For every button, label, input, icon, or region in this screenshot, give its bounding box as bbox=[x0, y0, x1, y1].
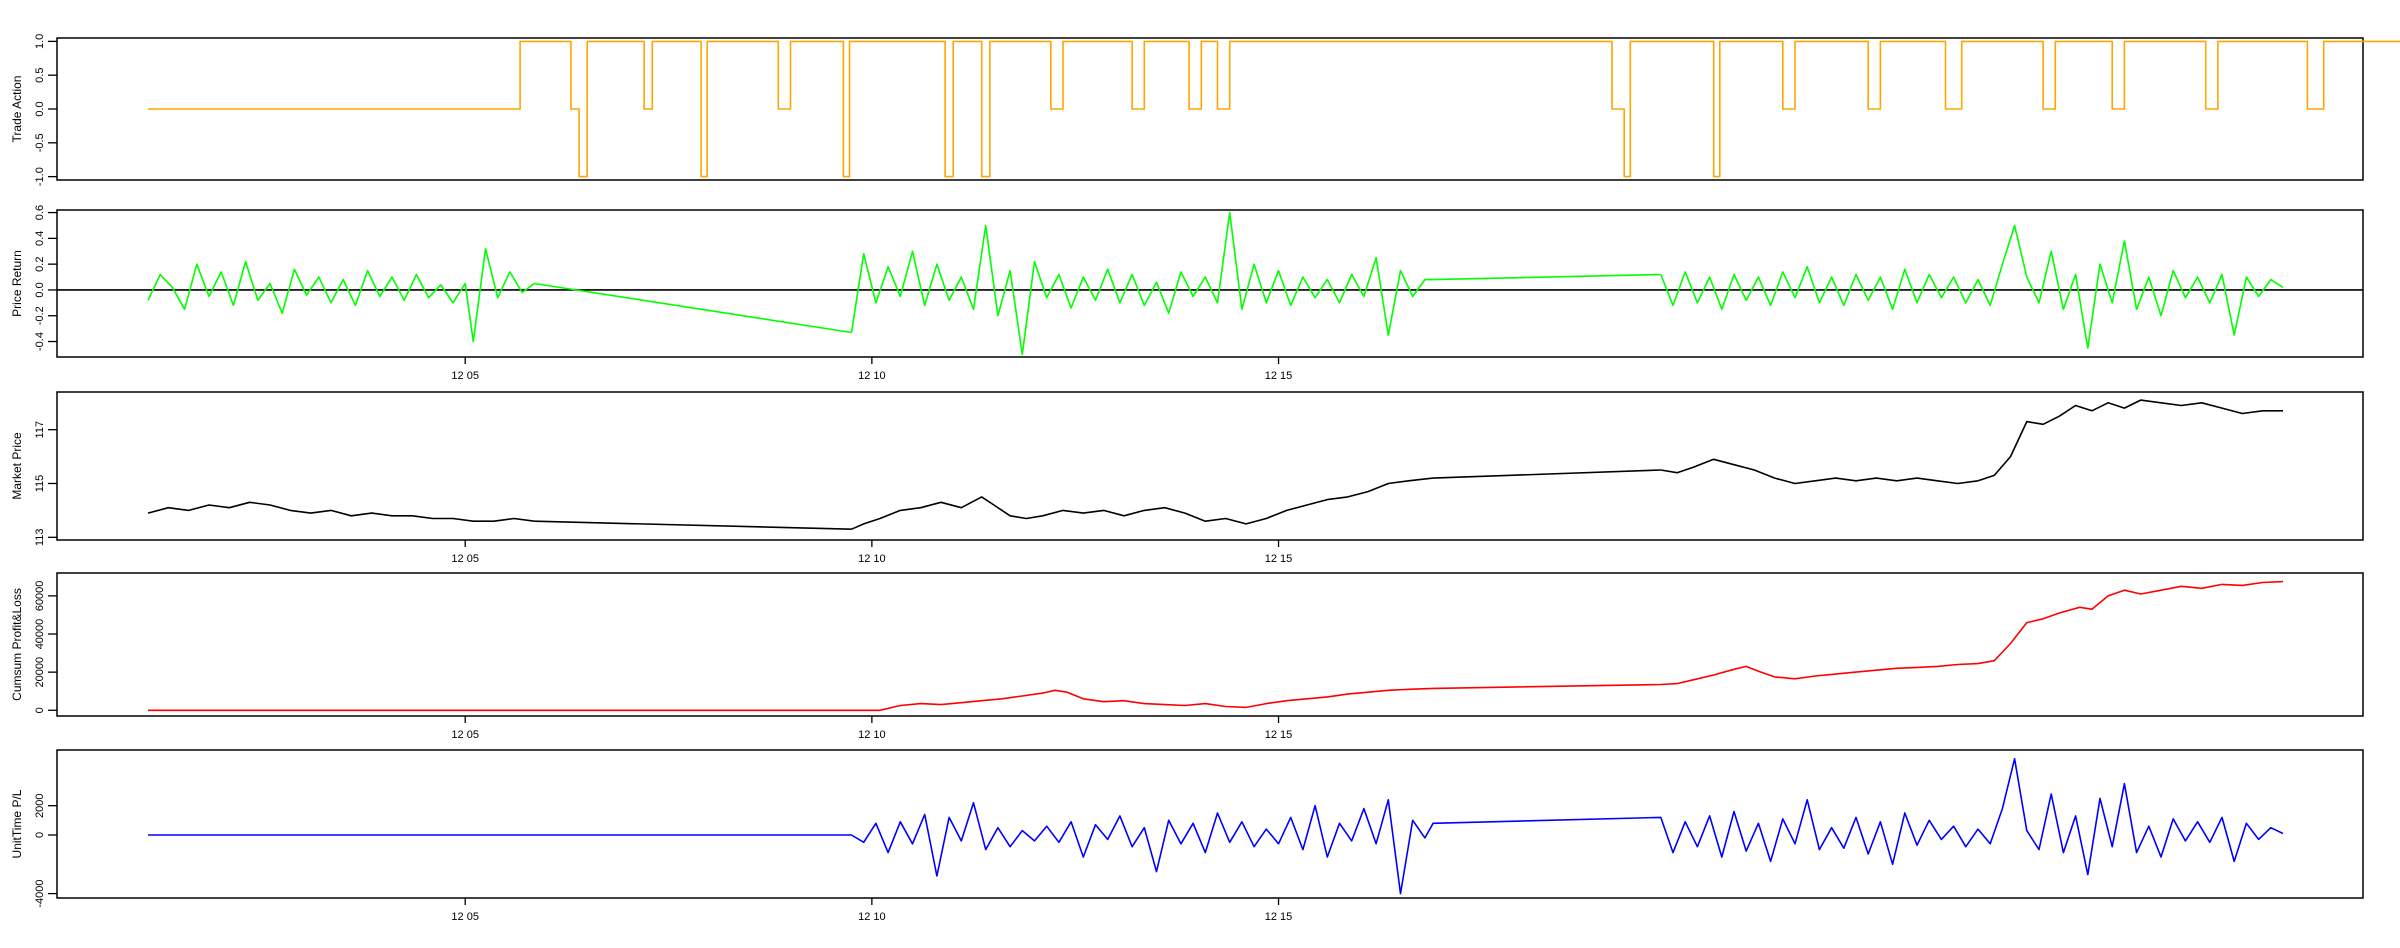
x-tick-label: 12 10 bbox=[858, 370, 886, 382]
series-line-1 bbox=[148, 580, 2284, 712]
series-line-4 bbox=[1433, 273, 1661, 281]
y-tick-label: -0.4 bbox=[34, 332, 46, 351]
series-line-5 bbox=[1660, 399, 2283, 485]
panel-2: -0.4 -0.2 0.0 0.2 0.4 0.6 Price Return 12 05 12 … bbox=[10, 205, 2364, 382]
y-tick-label: 0 bbox=[34, 707, 46, 713]
x-tick-label: 12 15 bbox=[1265, 729, 1293, 741]
y-tick-label: 40000 bbox=[34, 619, 46, 650]
x-tick-label: 12 15 bbox=[1265, 911, 1293, 923]
panel-3: 113 115 117 Market Price 12 05 12 10 12 15 bbox=[10, 391, 2364, 565]
y-tick-label: 2000 bbox=[34, 793, 46, 817]
series-line-1 bbox=[147, 501, 535, 523]
y-tick-label: 0.5 bbox=[34, 68, 46, 83]
x-tick-label: 12 05 bbox=[451, 370, 479, 382]
panel-frame bbox=[56, 572, 2364, 717]
x-tick-label: 12 10 bbox=[858, 553, 886, 565]
series-line-4 bbox=[1433, 469, 1661, 479]
y-tick-label: -0.5 bbox=[34, 133, 46, 152]
panel-frame bbox=[56, 749, 2364, 899]
y-tick-label: 0 bbox=[34, 832, 46, 838]
y-tick-label: 0.6 bbox=[34, 205, 46, 220]
series-line-5 bbox=[1660, 224, 2284, 349]
y-axis-label: Market Price bbox=[10, 432, 24, 500]
panel-5: -4000 0 2000 UnitTime P/L 12 05 12 10 12 15 bbox=[10, 749, 2364, 923]
series-line-3 bbox=[851, 477, 1434, 530]
series-line-2 bbox=[534, 520, 852, 530]
x-tick-label: 12 15 bbox=[1265, 553, 1293, 565]
panel-1: -1.0 -0.5 0.0 0.5 1.0 Trade Action bbox=[10, 34, 2400, 186]
y-tick-label: 113 bbox=[34, 529, 46, 547]
x-tick-label: 12 05 bbox=[451, 729, 479, 741]
series-line-1 bbox=[148, 757, 2284, 895]
y-axis-label: Trade Action bbox=[10, 76, 24, 143]
y-tick-label: 20000 bbox=[34, 657, 46, 688]
y-axis-label: Price Return bbox=[10, 250, 24, 317]
y-axis-label: Cumsum Profit&Loss bbox=[10, 588, 24, 701]
y-tick-label: 0.2 bbox=[34, 257, 46, 272]
series-line-2 bbox=[534, 282, 852, 334]
x-tick-label: 12 10 bbox=[858, 729, 886, 741]
y-tick-label: -4000 bbox=[34, 880, 46, 908]
x-tick-label: 12 10 bbox=[858, 911, 886, 923]
x-tick-label: 12 05 bbox=[451, 553, 479, 565]
panel-frame bbox=[56, 209, 2364, 358]
panel-4: 0 20000 40000 60000 Cumsum Profit&Loss 12 05 1… bbox=[10, 572, 2364, 741]
y-tick-label: 1.0 bbox=[34, 34, 46, 49]
y-tick-label: 117 bbox=[34, 421, 46, 439]
y-axis-label: UnitTime P/L bbox=[10, 789, 24, 858]
y-tick-label: 60000 bbox=[34, 581, 46, 612]
y-tick-label: 0.0 bbox=[34, 101, 46, 116]
y-tick-label: 0.0 bbox=[34, 282, 46, 297]
x-tick-label: 12 05 bbox=[451, 911, 479, 923]
x-tick-label: 12 15 bbox=[1265, 370, 1293, 382]
y-tick-label: -1.0 bbox=[34, 167, 46, 186]
series-line-3 bbox=[850, 211, 1434, 356]
panel-frame bbox=[56, 391, 2364, 541]
y-tick-label: -0.2 bbox=[34, 306, 46, 325]
series-line-1 bbox=[148, 40, 2400, 178]
y-tick-label: 115 bbox=[34, 475, 46, 493]
y-tick-label: 0.4 bbox=[34, 231, 46, 246]
series-line-1 bbox=[147, 247, 535, 343]
